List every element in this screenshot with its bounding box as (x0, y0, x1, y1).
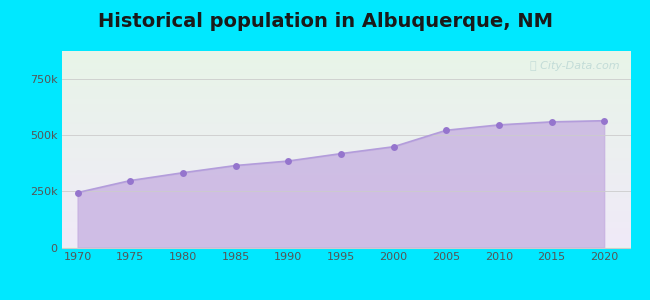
Text: ⓘ City-Data.com: ⓘ City-Data.com (530, 61, 619, 71)
Point (546, 119, 556, 124)
Point (335, 151, 346, 156)
Point (283, 159, 293, 164)
Text: Historical population in Albuquerque, NM: Historical population in Albuquerque, NM (98, 12, 552, 31)
Point (599, 118, 609, 123)
Point (72, 190, 83, 195)
Point (493, 122, 504, 127)
Point (441, 128, 451, 133)
Point (177, 170, 188, 175)
Point (230, 163, 240, 168)
Point (388, 144, 398, 149)
Point (125, 178, 135, 183)
